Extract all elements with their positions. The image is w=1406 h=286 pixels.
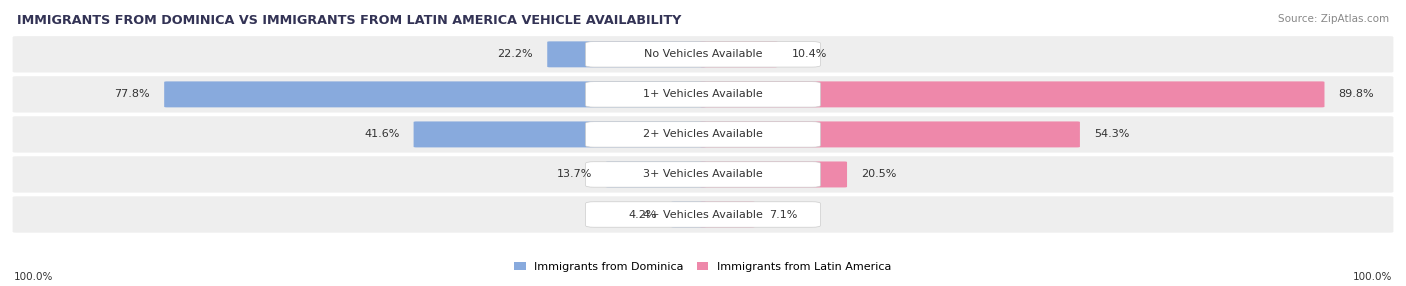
FancyBboxPatch shape: [413, 122, 706, 147]
FancyBboxPatch shape: [11, 35, 1395, 74]
Text: 10.4%: 10.4%: [792, 49, 827, 59]
Text: 22.2%: 22.2%: [498, 49, 533, 59]
Text: 13.7%: 13.7%: [557, 170, 592, 179]
FancyBboxPatch shape: [700, 82, 1324, 107]
FancyBboxPatch shape: [700, 41, 778, 67]
FancyBboxPatch shape: [585, 41, 821, 67]
Text: IMMIGRANTS FROM DOMINICA VS IMMIGRANTS FROM LATIN AMERICA VEHICLE AVAILABILITY: IMMIGRANTS FROM DOMINICA VS IMMIGRANTS F…: [17, 14, 682, 27]
Text: 54.3%: 54.3%: [1094, 130, 1129, 139]
Text: 20.5%: 20.5%: [860, 170, 897, 179]
FancyBboxPatch shape: [11, 195, 1395, 234]
FancyBboxPatch shape: [585, 82, 821, 107]
FancyBboxPatch shape: [606, 162, 706, 187]
Text: 89.8%: 89.8%: [1339, 90, 1374, 99]
Text: 77.8%: 77.8%: [114, 90, 150, 99]
Text: Source: ZipAtlas.com: Source: ZipAtlas.com: [1278, 14, 1389, 24]
Text: 4.2%: 4.2%: [628, 210, 657, 219]
Text: 7.1%: 7.1%: [769, 210, 797, 219]
Text: 100.0%: 100.0%: [1353, 273, 1392, 282]
Text: 3+ Vehicles Available: 3+ Vehicles Available: [643, 170, 763, 179]
FancyBboxPatch shape: [700, 122, 1080, 147]
Text: 41.6%: 41.6%: [364, 130, 399, 139]
Text: 2+ Vehicles Available: 2+ Vehicles Available: [643, 130, 763, 139]
FancyBboxPatch shape: [11, 75, 1395, 114]
FancyBboxPatch shape: [585, 122, 821, 147]
FancyBboxPatch shape: [11, 115, 1395, 154]
Text: 4+ Vehicles Available: 4+ Vehicles Available: [643, 210, 763, 219]
FancyBboxPatch shape: [585, 202, 821, 227]
FancyBboxPatch shape: [547, 41, 706, 67]
Text: No Vehicles Available: No Vehicles Available: [644, 49, 762, 59]
FancyBboxPatch shape: [700, 162, 846, 187]
Legend: Immigrants from Dominica, Immigrants from Latin America: Immigrants from Dominica, Immigrants fro…: [515, 262, 891, 272]
FancyBboxPatch shape: [700, 202, 755, 227]
Text: 100.0%: 100.0%: [14, 273, 53, 282]
FancyBboxPatch shape: [585, 162, 821, 187]
FancyBboxPatch shape: [671, 202, 706, 227]
FancyBboxPatch shape: [165, 82, 706, 107]
FancyBboxPatch shape: [11, 155, 1395, 194]
Text: 1+ Vehicles Available: 1+ Vehicles Available: [643, 90, 763, 99]
